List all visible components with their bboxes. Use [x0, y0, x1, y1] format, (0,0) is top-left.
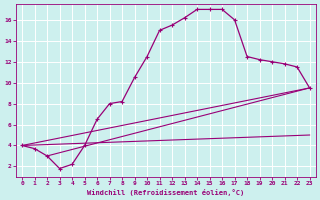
X-axis label: Windchill (Refroidissement éolien,°C): Windchill (Refroidissement éolien,°C) [87, 189, 244, 196]
